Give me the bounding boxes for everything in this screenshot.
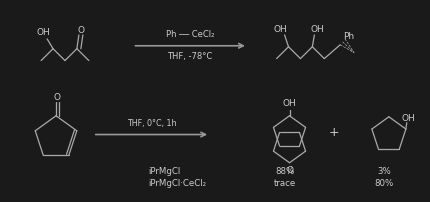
Text: O: O — [53, 93, 61, 102]
Text: O: O — [286, 166, 293, 175]
Text: iPrMgCl·CeCl₂: iPrMgCl·CeCl₂ — [148, 179, 206, 188]
Text: 3%: 3% — [377, 166, 391, 176]
Text: OH: OH — [274, 24, 287, 34]
Text: Ph ── CeCl₂: Ph ── CeCl₂ — [166, 31, 214, 39]
Text: OH: OH — [310, 24, 324, 34]
Text: 88%: 88% — [275, 166, 294, 176]
Text: trace: trace — [273, 179, 296, 188]
Text: OH: OH — [36, 28, 50, 37]
Text: THF, 0°C, 1h: THF, 0°C, 1h — [127, 119, 176, 128]
Text: O: O — [77, 26, 84, 36]
Text: Ph: Ph — [344, 32, 355, 41]
Text: 80%: 80% — [374, 179, 393, 188]
Text: OH: OH — [283, 99, 296, 108]
Text: iPrMgCl: iPrMgCl — [148, 166, 181, 176]
Text: +: + — [329, 126, 340, 139]
Text: THF, -78°C: THF, -78°C — [168, 52, 213, 61]
Text: OH: OH — [402, 114, 416, 123]
